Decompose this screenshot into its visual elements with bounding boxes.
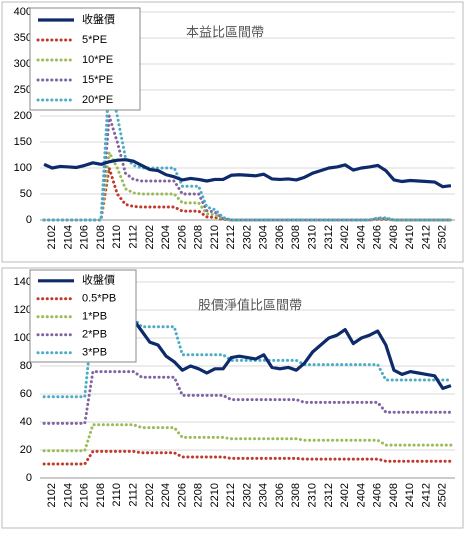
y-tick-label: 400 <box>14 6 32 18</box>
x-tick-label: 2406 <box>372 483 384 507</box>
x-tick-label: 2206 <box>176 483 188 507</box>
y-tick-label: 0 <box>26 472 32 484</box>
x-tick-label: 2308 <box>290 483 302 507</box>
x-tick-label: 2204 <box>160 225 172 249</box>
legend-label: 0.5*PB <box>82 293 116 305</box>
x-tick-label: 2212 <box>225 483 237 507</box>
x-tick-label: 2108 <box>95 483 107 507</box>
x-tick-label: 2212 <box>225 225 237 249</box>
x-tick-label: 2502 <box>437 225 449 249</box>
x-tick-label: 2206 <box>176 225 188 249</box>
x-tick-label: 2310 <box>307 483 319 507</box>
x-tick-label: 2502 <box>437 483 449 507</box>
x-tick-label: 2102 <box>46 225 58 249</box>
y-tick-label: 150 <box>14 136 32 148</box>
y-tick-label: 80 <box>20 360 32 372</box>
y-tick-label: 250 <box>14 84 32 96</box>
legend-label: 2*PB <box>82 329 107 341</box>
x-tick-label: 2302 <box>241 483 253 507</box>
legend-label: 10*PE <box>82 54 113 66</box>
series-line <box>42 449 453 466</box>
series-line <box>42 423 453 453</box>
y-tick-label: 350 <box>14 32 32 44</box>
x-tick-label: 2406 <box>372 225 384 249</box>
y-tick-label: 120 <box>14 304 32 316</box>
x-tick-label: 2310 <box>307 225 319 249</box>
x-tick-label: 2102 <box>46 483 58 507</box>
legend-label: 3*PB <box>82 347 107 359</box>
x-tick-label: 2110 <box>111 483 123 507</box>
x-tick-label: 2210 <box>209 483 221 507</box>
x-tick-label: 2408 <box>388 225 400 249</box>
legend-label: 15*PE <box>82 74 113 86</box>
x-tick-label: 2312 <box>323 483 335 507</box>
x-tick-label: 2408 <box>388 483 400 507</box>
y-tick-label: 140 <box>14 276 32 288</box>
series-line <box>42 115 453 222</box>
x-tick-label: 2108 <box>95 225 107 249</box>
x-tick-label: 2204 <box>160 483 172 507</box>
x-tick-label: 2208 <box>193 483 205 507</box>
y-tick-label: 50 <box>20 188 32 200</box>
x-tick-label: 2210 <box>209 225 221 249</box>
x-tick-label: 2306 <box>274 225 286 249</box>
x-tick-label: 2306 <box>274 483 286 507</box>
y-tick-label: 100 <box>14 162 32 174</box>
x-tick-label: 2410 <box>404 483 416 507</box>
x-tick-label: 2410 <box>404 225 416 249</box>
x-tick-label: 2304 <box>258 483 270 507</box>
x-tick-label: 2404 <box>355 225 367 249</box>
x-tick-label: 2308 <box>290 225 302 249</box>
x-tick-label: 2312 <box>323 225 335 249</box>
x-tick-label: 2106 <box>79 483 91 507</box>
legend-label: 收盤價 <box>82 12 115 26</box>
chart-title: 本益比區間帶 <box>186 24 264 39</box>
series-line <box>42 79 453 222</box>
series-line <box>43 158 452 189</box>
legend-label: 1*PB <box>82 311 107 323</box>
x-tick-label: 2202 <box>144 225 156 249</box>
x-tick-label: 2304 <box>258 225 270 249</box>
y-tick-label: 0 <box>26 214 32 226</box>
y-tick-label: 20 <box>20 444 32 456</box>
legend-label: 20*PE <box>82 94 113 106</box>
x-tick-label: 2110 <box>111 225 123 249</box>
y-tick-label: 300 <box>14 58 32 70</box>
y-tick-label: 100 <box>14 332 32 344</box>
legend-label: 5*PE <box>82 34 107 46</box>
series-line <box>42 370 453 425</box>
x-tick-label: 2404 <box>355 483 367 507</box>
x-tick-label: 2302 <box>241 225 253 249</box>
x-tick-label: 2112 <box>127 225 139 249</box>
x-tick-label: 2208 <box>193 225 205 249</box>
x-tick-label: 2412 <box>420 483 432 507</box>
y-tick-label: 200 <box>14 110 32 122</box>
chart-title: 股價淨值比區間帶 <box>198 297 302 312</box>
x-tick-label: 2106 <box>79 225 91 249</box>
legend-label: 收盤價 <box>82 273 115 287</box>
x-tick-label: 2402 <box>339 483 351 507</box>
x-tick-label: 2202 <box>144 483 156 507</box>
x-tick-label: 2402 <box>339 225 351 249</box>
x-tick-label: 2112 <box>127 483 139 507</box>
y-tick-label: 40 <box>20 416 32 428</box>
x-tick-label: 2104 <box>62 225 74 249</box>
x-tick-label: 2412 <box>420 225 432 249</box>
x-tick-label: 2104 <box>62 483 74 507</box>
y-tick-label: 60 <box>20 388 32 400</box>
